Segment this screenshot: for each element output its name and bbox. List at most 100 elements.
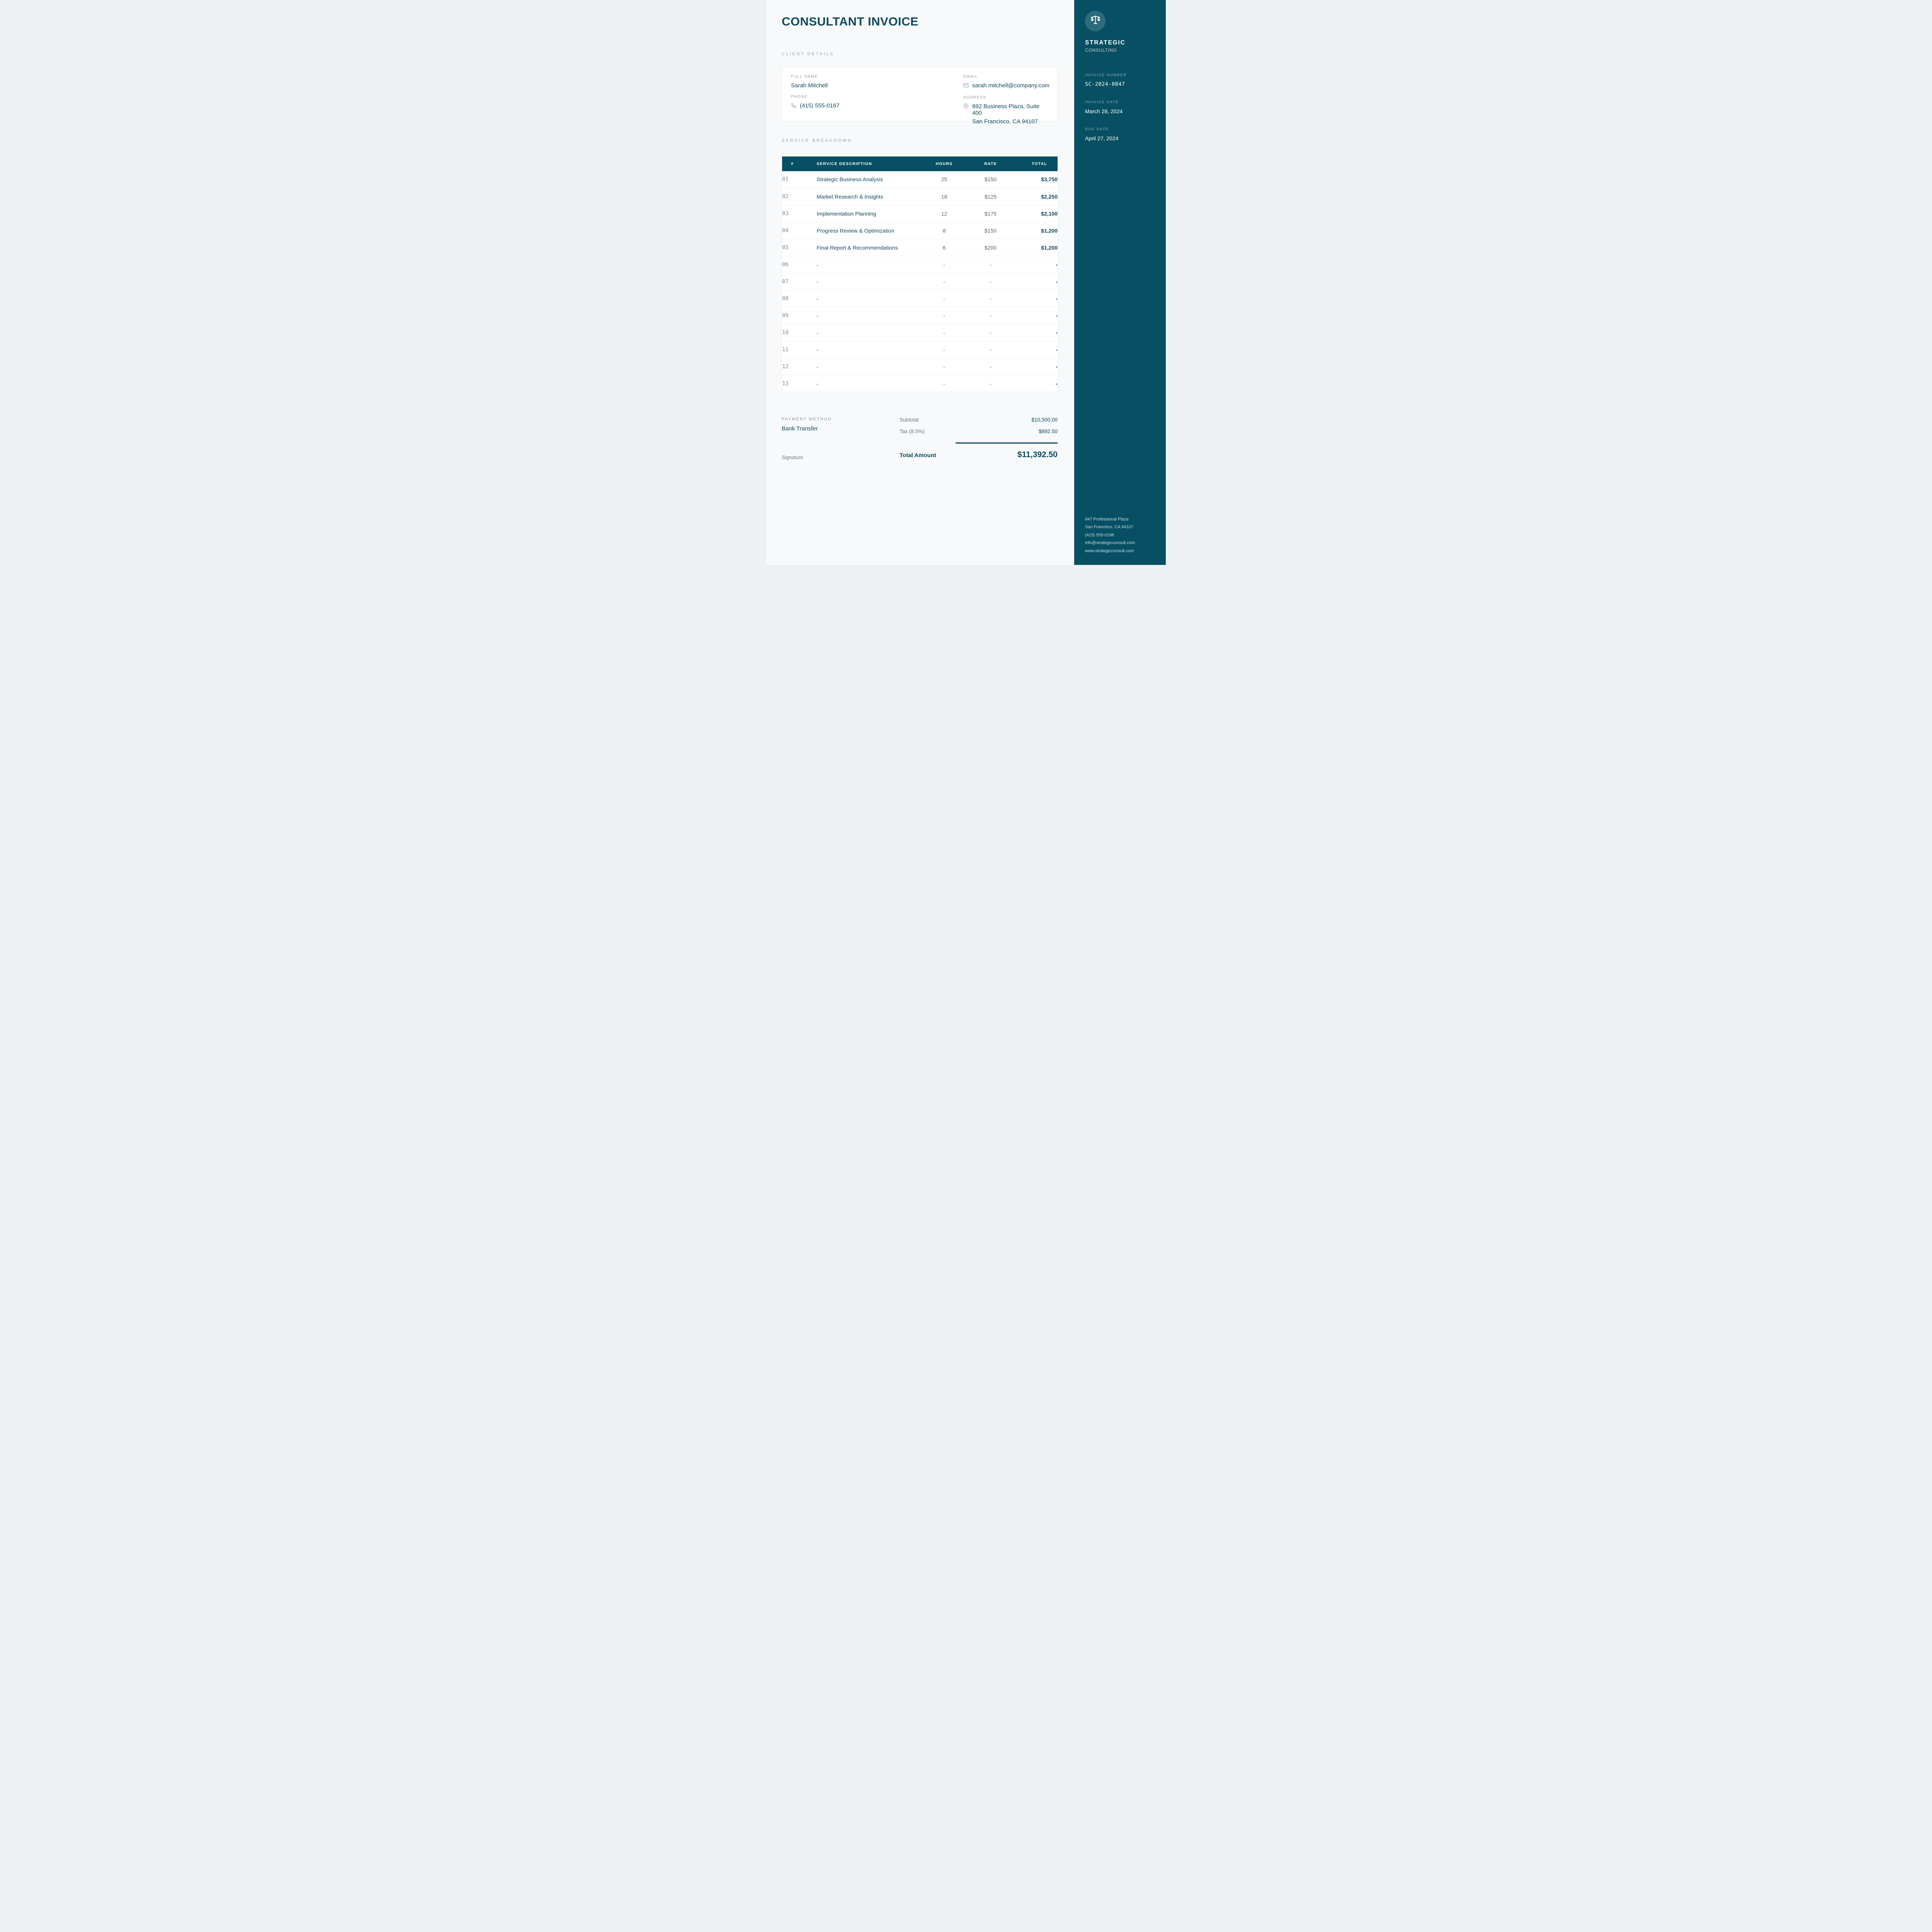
- service-table-header: # SERVICE DESCRIPTION HOURS RATE TOTAL: [782, 156, 1058, 171]
- sidebar-footer-line: San Francisco, CA 94107: [1085, 525, 1133, 529]
- client-details-card: FULL NAME Sarah Mitchell PHONE (415) 555…: [782, 67, 1058, 125]
- signature-label: Signature: [782, 454, 803, 460]
- row-total: $2,100: [1017, 205, 1058, 222]
- row-description: -: [816, 375, 925, 392]
- total-amount-row: Total Amount $11,392.50: [900, 450, 1058, 459]
- sidebar: STRATEGIC CONSULTING INVOICE NUMBER SC-2…: [1074, 0, 1166, 565]
- row-total: -: [1017, 307, 1058, 324]
- scales-icon: [1090, 14, 1101, 28]
- invoice-page: CONSULTANT INVOICE CLIENT DETAILS FULL N…: [766, 0, 1166, 565]
- address-line-2: San Francisco, CA 94107: [972, 118, 1038, 125]
- address-label: ADDRESS: [963, 95, 986, 100]
- due-date-group: DUE DATE April 27, 2024: [1085, 127, 1155, 141]
- row-hours: 12: [925, 205, 964, 222]
- row-number: 07: [782, 273, 817, 290]
- table-row: 07 - - - -: [782, 273, 1058, 290]
- row-rate: -: [963, 358, 1018, 375]
- row-number: 04: [782, 222, 817, 239]
- table-row: 02 Market Research & Insights 18 $125 $2…: [782, 188, 1058, 205]
- row-total: -: [1017, 290, 1058, 307]
- payment-method-block: PAYMENT METHOD Bank Transfer Signature: [782, 417, 898, 460]
- map-pin-icon: [963, 103, 969, 111]
- table-row: 03 Implementation Planning 12 $175 $2,10…: [782, 205, 1058, 222]
- row-number: 01: [782, 176, 789, 183]
- row-description: Implementation Planning: [816, 205, 925, 222]
- row-number: 11: [782, 341, 817, 358]
- sidebar-footer-line: (415) 555-0198: [1085, 532, 1114, 537]
- row-hours: 18: [925, 188, 964, 205]
- row-rate: -: [963, 290, 1018, 307]
- row-rate: -: [963, 273, 1018, 290]
- row-rate: $150: [984, 176, 997, 183]
- row-total: $2,250: [1017, 188, 1058, 205]
- table-row: 06 - - - -: [782, 256, 1058, 273]
- row-description: -: [816, 341, 925, 358]
- row-number: 13: [782, 375, 817, 392]
- row-hours: 25: [941, 176, 947, 183]
- row-rate: $150: [963, 222, 1018, 239]
- bottom-section: PAYMENT METHOD Bank Transfer Signature S…: [782, 417, 1058, 460]
- row-description: -: [816, 358, 925, 375]
- row-rate: $200: [963, 239, 1018, 256]
- subtotal-label: Subtotal: [900, 417, 919, 423]
- row-total: -: [1017, 341, 1058, 358]
- row-rate: -: [963, 375, 1018, 392]
- tax-value: $892.50: [1039, 429, 1058, 434]
- address-value: 892 Business Plaza, Suite 400 San Franci…: [972, 103, 1049, 125]
- email-label: EMAIL: [963, 75, 978, 79]
- row-description: -: [816, 307, 925, 324]
- row-description: -: [816, 273, 925, 290]
- phone-icon: [791, 102, 796, 110]
- row-rate: $125: [963, 188, 1018, 205]
- row-number: 10: [782, 324, 817, 341]
- table-row: 01 Strategic Business Analysis 25 $150 $…: [782, 171, 1058, 188]
- row-description: -: [816, 290, 925, 307]
- row-description: Market Research & Insights: [816, 188, 925, 205]
- company-logo: [1085, 11, 1105, 31]
- totals-divider: [956, 442, 1058, 444]
- invoice-date-label: INVOICE DATE: [1085, 100, 1119, 104]
- total-amount-value: $11,392.50: [1017, 450, 1058, 459]
- row-number: 02: [782, 188, 817, 205]
- service-breakdown-heading: SERVICE BREAKDOWN: [782, 138, 852, 143]
- invoice-number-label: INVOICE NUMBER: [1085, 73, 1127, 77]
- row-hours: 6: [925, 239, 964, 256]
- row-rate: -: [963, 324, 1018, 341]
- company-subtitle: CONSULTING: [1085, 48, 1117, 53]
- phone-label: PHONE: [791, 95, 808, 99]
- invoice-date-group: INVOICE DATE March 28, 2024: [1085, 100, 1155, 114]
- row-total: -: [1017, 375, 1058, 392]
- row-description: -: [816, 324, 925, 341]
- column-header-total: TOTAL: [1017, 156, 1058, 171]
- row-description: Progress Review & Optimization: [816, 222, 925, 239]
- column-header-number: #: [782, 156, 817, 171]
- total-amount-label: Total Amount: [900, 452, 936, 459]
- email-value: sarah.mitchell@company.com: [972, 82, 1050, 89]
- page-title: CONSULTANT INVOICE: [782, 15, 919, 28]
- row-rate: -: [963, 307, 1018, 324]
- row-number: 05: [782, 239, 817, 256]
- table-row: 09 - - - -: [782, 307, 1058, 324]
- subtotal-value: $10,500.00: [1031, 417, 1058, 423]
- row-number: 09: [782, 307, 817, 324]
- phone-value-row: (415) 555-0167: [791, 102, 963, 110]
- totals-block: Subtotal $10,500.00 Tax (8.5%) $892.50 T…: [900, 417, 1058, 460]
- table-row: 12 - - - -: [782, 358, 1058, 375]
- sidebar-footer: 847 Professional Plaza San Francisco, CA …: [1085, 515, 1158, 555]
- row-number: 06: [782, 256, 817, 273]
- company-name: STRATEGIC: [1085, 39, 1126, 46]
- invoice-number-group: INVOICE NUMBER SC-2024-0847: [1085, 73, 1155, 87]
- invoice-date-value: March 28, 2024: [1085, 108, 1123, 114]
- address-line-1: 892 Business Plaza, Suite 400: [972, 103, 1040, 116]
- sidebar-footer-line: www.strategicconsult.com: [1085, 548, 1134, 553]
- row-number: 08: [782, 290, 817, 307]
- table-row: 11 - - - -: [782, 341, 1058, 358]
- row-hours: -: [925, 307, 964, 324]
- row-hours: -: [925, 256, 964, 273]
- row-total: -: [1017, 324, 1058, 341]
- client-card-left-column: FULL NAME Sarah Mitchell PHONE (415) 555…: [791, 75, 963, 125]
- tax-label: Tax (8.5%): [900, 429, 925, 434]
- row-number: 03: [782, 205, 817, 222]
- table-row: 04 Progress Review & Optimization 8 $150…: [782, 222, 1058, 239]
- full-name-label: FULL NAME: [791, 75, 818, 79]
